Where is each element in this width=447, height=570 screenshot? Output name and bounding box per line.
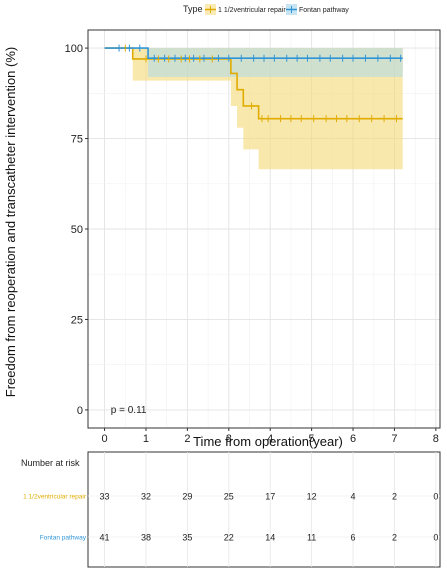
plot-panel: 0 25 50 75 100 0 1 2 3 4 5 6 7 8 p = 0.11 [65, 29, 441, 445]
y-tick-label-4: 100 [65, 43, 83, 55]
risk-table-title: Number at risk [21, 458, 80, 468]
risk-count-0-3: 25 [224, 492, 234, 502]
survival-curve-series-1 [104, 47, 403, 60]
x-tick-label-7: 7 [391, 433, 397, 445]
risk-count-1-7: 2 [392, 533, 397, 543]
confidence-band-series-1 [104, 48, 403, 78]
risk-count-1-0: 41 [100, 533, 110, 543]
risk-count-1-2: 35 [182, 533, 192, 543]
risk-count-0-2: 29 [182, 492, 192, 502]
risk-count-1-6: 6 [351, 533, 356, 543]
risk-count-0-7: 2 [392, 492, 397, 502]
risk-count-0-4: 17 [265, 492, 275, 502]
risk-table-frame [87, 451, 441, 568]
risk-table-rows: 1 1/2ventricular repair 33 32 29 25 17 12 4 2 0Fo… [23, 492, 440, 543]
risk-table-gridlines [104, 452, 437, 567]
y-tick-label-3: 75 [71, 134, 83, 146]
x-ticks: 0 1 2 3 4 5 6 7 8 [102, 428, 439, 445]
x-tick-label-3: 3 [226, 433, 232, 445]
risk-count-0-1: 32 [141, 492, 151, 502]
legend-label-series-0: 1 1/2ventricular repair [218, 7, 286, 14]
risk-row-label-1: Fontan pathway [40, 535, 87, 542]
legend-label-series-1: Fontan pathway [299, 7, 349, 14]
risk-row-1: Fontan pathway 41 38 35 22 14 11 6 2 0 [40, 533, 440, 543]
x-tick-label-8: 8 [433, 433, 439, 445]
y-tick-label-0: 0 [77, 405, 83, 417]
x-tick-label-4: 4 [267, 433, 273, 445]
y-axis-title: Freedom from reoperation and transcathet… [3, 47, 18, 397]
legend-key-series-1: Fontan pathway [286, 4, 349, 15]
x-axis-title: Time from operation(year) [193, 434, 343, 449]
risk-count-1-1: 38 [141, 533, 151, 543]
censor-marks [118, 44, 402, 123]
y-ticks: 0 25 50 75 100 [65, 43, 88, 417]
y-tick-label-2: 50 [71, 224, 83, 236]
x-tick-label-2: 2 [184, 433, 190, 445]
survival-curve-series-0 [104, 47, 403, 120]
x-tick-label-5: 5 [309, 433, 315, 445]
legend-title: Type [183, 4, 203, 14]
risk-count-1-5: 11 [307, 533, 316, 543]
risk-row-label-0: 1 1/2ventricular repair [23, 494, 87, 501]
x-tick-label-6: 6 [350, 433, 356, 445]
risk-count-0-8: 0 [433, 492, 438, 502]
p-value-annotation: p = 0.11 [111, 405, 147, 416]
x-tick-label-0: 0 [102, 433, 108, 445]
legend: Type 1 1/2ventricular repair Fontan path… [183, 4, 349, 15]
y-tick-label-1: 25 [71, 314, 83, 326]
risk-count-1-8: 0 [433, 533, 438, 543]
survival-curves [104, 47, 403, 120]
risk-count-1-4: 14 [265, 533, 275, 543]
risk-count-1-3: 22 [224, 533, 234, 543]
risk-count-0-6: 4 [351, 492, 356, 502]
confidence-band-series-0 [104, 48, 403, 170]
confidence-bands [104, 48, 403, 170]
risk-count-0-0: 33 [100, 492, 110, 502]
risk-row-0: 1 1/2ventricular repair 33 32 29 25 17 12 4 2 0 [23, 492, 440, 502]
x-tick-label-1: 1 [143, 433, 149, 445]
risk-count-0-5: 12 [307, 492, 317, 502]
risk-table: Number at risk 1 1/2ventricular repair 33… [21, 451, 441, 568]
legend-key-series-0: 1 1/2ventricular repair [205, 4, 286, 15]
